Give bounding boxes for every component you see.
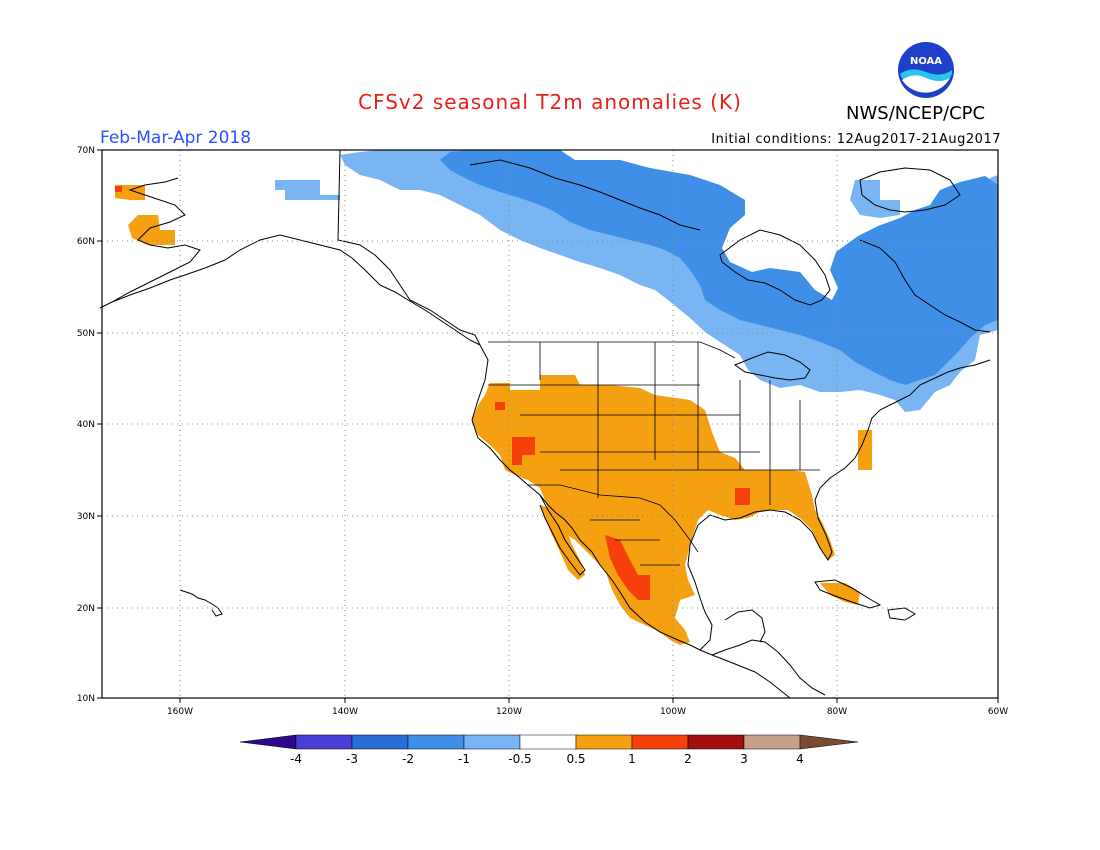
great-lakes bbox=[733, 351, 811, 381]
greenland bbox=[859, 167, 961, 213]
us-mexico-border bbox=[528, 484, 699, 553]
svg-text:NOAA: NOAA bbox=[910, 56, 942, 67]
forecast-period: Feb-Mar-Apr 2018 bbox=[100, 128, 252, 148]
colorbar-label: -2 bbox=[402, 752, 414, 766]
cold-anomaly-light-west bbox=[275, 180, 340, 200]
lon-tick-labels: 160W 140W 120W 100W 80W 60W bbox=[167, 707, 1008, 717]
hawaii bbox=[179, 589, 223, 617]
colorbar-swatch bbox=[743, 734, 801, 750]
hudson-bay bbox=[719, 229, 831, 306]
lat-tick-labels: 10N 20N 30N 40N 50N 60N 70N bbox=[77, 146, 95, 704]
hot-anomaly-mexico bbox=[605, 535, 650, 600]
coastlines bbox=[99, 149, 991, 699]
colorbar-labels: -4 -3 -2 -1 -0.5 0.5 1 2 3 4 bbox=[290, 752, 804, 766]
warm-anomaly-cuba bbox=[820, 583, 860, 605]
labrador-coast bbox=[859, 239, 991, 333]
lon-label-140w: 140W bbox=[332, 707, 358, 717]
lat-label-50n: 50N bbox=[77, 329, 95, 339]
colorbar-swatches bbox=[239, 734, 859, 750]
warm-anomaly-virginia bbox=[858, 430, 872, 470]
us-state-grid-horizontal bbox=[488, 384, 820, 471]
agency-label: NWS/NCEP/CPC bbox=[846, 103, 986, 124]
initial-conditions: Initial conditions: 12Aug2017-21Aug2017 bbox=[711, 132, 1001, 147]
colorbar-label: 4 bbox=[796, 752, 804, 766]
axis-ticks bbox=[97, 149, 999, 703]
colorbar-label: 1 bbox=[628, 752, 636, 766]
lon-label-160w: 160W bbox=[167, 707, 193, 717]
us-state-grid-vertical bbox=[539, 342, 801, 505]
lat-label-70n: 70N bbox=[77, 146, 95, 156]
lon-label-60w: 60W bbox=[988, 707, 1008, 717]
colorbar-swatch bbox=[407, 734, 465, 750]
west-coast-north-america bbox=[471, 344, 791, 699]
colorbar-arrow-high bbox=[799, 734, 859, 750]
colorbar-swatch bbox=[351, 734, 409, 750]
warm-anomaly-us-mexico bbox=[472, 375, 835, 645]
lat-label-40n: 40N bbox=[77, 420, 95, 430]
cuba bbox=[814, 579, 882, 609]
cold-anomaly-medium bbox=[440, 150, 998, 385]
lat-label-30n: 30N bbox=[77, 512, 95, 522]
hot-anomaly-california bbox=[495, 402, 505, 410]
chart-title: CFSv2 seasonal T2m anomalies (K) bbox=[358, 90, 742, 114]
baja-california bbox=[539, 494, 586, 576]
hot-anomaly-louisiana bbox=[735, 488, 750, 505]
alaska-coast bbox=[111, 149, 482, 347]
colorbar-label: -4 bbox=[290, 752, 302, 766]
central-america bbox=[711, 639, 826, 696]
political-borders bbox=[488, 341, 820, 566]
colorbar-arrow-low bbox=[239, 734, 297, 750]
lon-label-100w: 100W bbox=[660, 707, 686, 717]
lon-label-120w: 120W bbox=[496, 707, 522, 717]
arctic-islands bbox=[469, 159, 701, 231]
warm-anomaly-regions bbox=[115, 185, 872, 645]
yucatan bbox=[724, 609, 766, 643]
colorbar-label: 2 bbox=[684, 752, 692, 766]
colorbar-label: 0.5 bbox=[566, 752, 585, 766]
colorbar-swatch bbox=[631, 734, 689, 750]
warm-anomaly-alaska-2 bbox=[128, 215, 175, 245]
hot-anomaly-alaska bbox=[115, 186, 122, 192]
lat-label-10n: 10N bbox=[77, 694, 95, 704]
colorbar-label: 3 bbox=[740, 752, 748, 766]
cold-anomaly-regions bbox=[275, 150, 998, 412]
colorbar-swatch bbox=[575, 734, 633, 750]
lon-label-80w: 80W bbox=[827, 707, 847, 717]
hot-anomaly-nevada bbox=[512, 437, 535, 465]
gulf-coast bbox=[687, 359, 991, 651]
colorbar-label: -0.5 bbox=[508, 752, 531, 766]
colorbar-label: -3 bbox=[346, 752, 358, 766]
noaa-logo: NOAA bbox=[898, 42, 954, 98]
colorbar-swatch bbox=[687, 734, 745, 750]
colorbar-swatch bbox=[295, 734, 353, 750]
lat-label-60n: 60N bbox=[77, 237, 95, 247]
cold-anomaly-light-greenland bbox=[850, 180, 900, 218]
warm-anomaly-alaska-1 bbox=[115, 185, 145, 200]
colorbar-swatch bbox=[519, 734, 577, 750]
lat-label-20n: 20N bbox=[77, 604, 95, 614]
colorbar-swatch bbox=[463, 734, 521, 750]
colorbar-label: -1 bbox=[458, 752, 470, 766]
warm-anomaly-baja bbox=[540, 505, 585, 580]
